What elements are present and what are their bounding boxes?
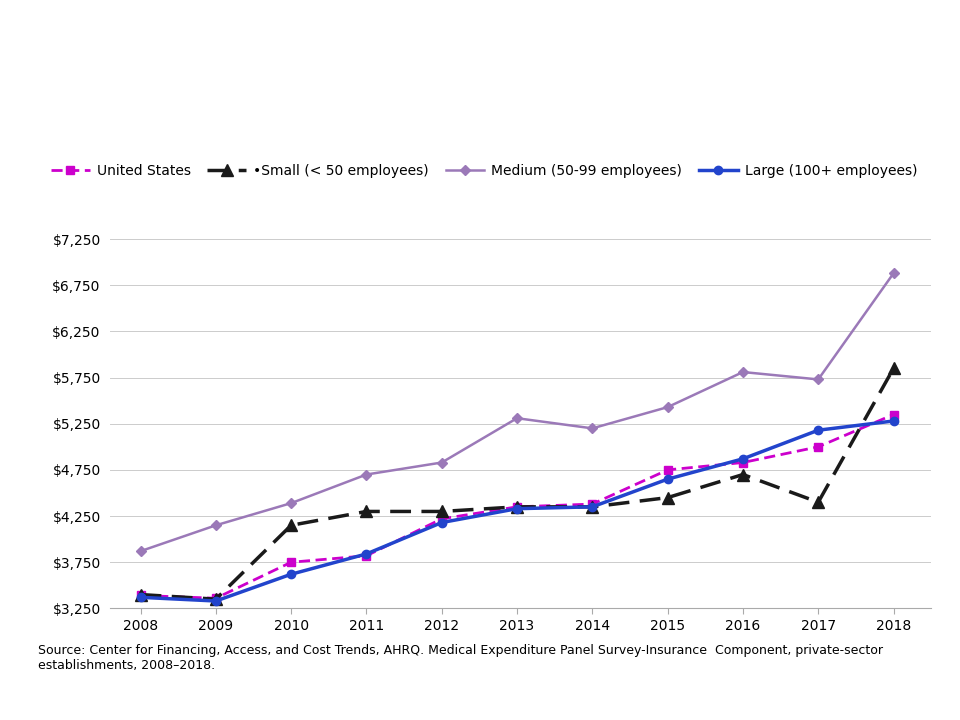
- Text: Figure 12. Average annual employee contribution (in dollars) for: Figure 12. Average annual employee contr…: [21, 39, 804, 59]
- Text: Source: Center for Financing, Access, and Cost Trends, AHRQ. Medical Expenditure: Source: Center for Financing, Access, an…: [38, 644, 883, 672]
- Text: family  coverage, overall and by firm size, 2008–2018: family coverage, overall and by firm siz…: [89, 91, 736, 111]
- Ellipse shape: [804, 4, 934, 137]
- Legend: United States, •Small (< 50 employees), Medium (50-99 employees), Large (100+ em: United States, •Small (< 50 employees), …: [45, 158, 923, 184]
